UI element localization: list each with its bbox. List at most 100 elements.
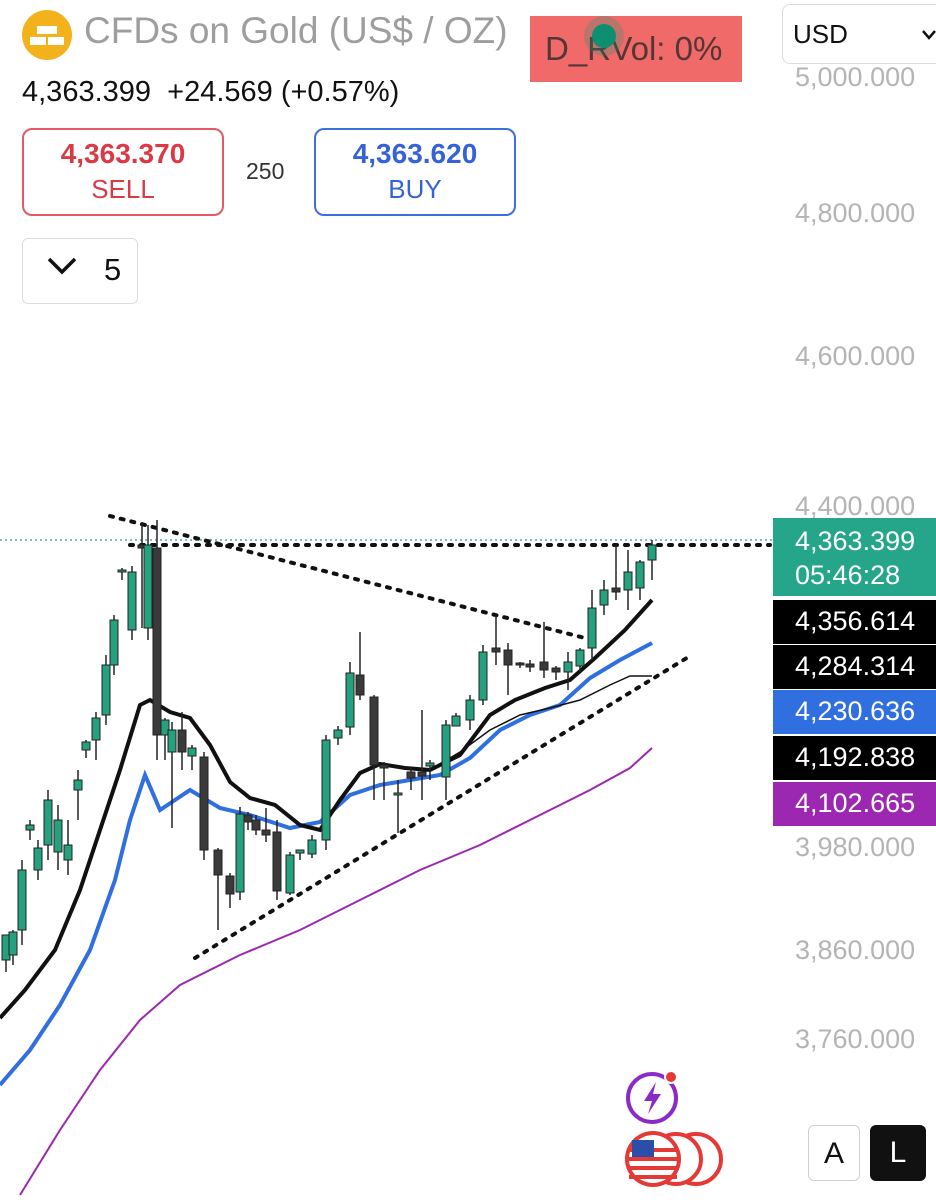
price-summary: 4,363.399 +24.569 (+0.57%) <box>22 76 399 109</box>
candle-body <box>251 819 261 831</box>
candle <box>53 805 63 870</box>
lot-size-selector[interactable] <box>22 238 138 304</box>
gold-bars-icon <box>22 10 72 60</box>
ma-blue-line <box>0 641 653 1087</box>
font-l-button[interactable]: L <box>870 1125 926 1181</box>
candle-body <box>101 664 111 716</box>
candle <box>623 550 633 610</box>
candle <box>152 520 162 760</box>
candle <box>635 560 645 600</box>
candle-body <box>623 571 633 591</box>
candle <box>393 780 403 833</box>
candle-body <box>611 587 621 593</box>
sell-price: 4,363.370 <box>60 138 186 169</box>
moving-averages <box>0 598 654 1196</box>
candle <box>345 662 355 735</box>
candle-body <box>261 829 271 836</box>
candle <box>295 849 305 860</box>
candle <box>478 645 488 705</box>
trendlines <box>0 514 773 960</box>
candle <box>43 790 53 860</box>
candle <box>81 740 91 758</box>
buy-button[interactable]: 4,363.620 BUY <box>314 128 516 216</box>
last-price: 4,363.399 <box>22 76 152 108</box>
candle-body <box>393 792 403 796</box>
candle-body <box>152 547 162 736</box>
candle-body <box>177 729 187 753</box>
candle-body <box>451 715 461 727</box>
ma-purple-line <box>19 747 653 1196</box>
candle <box>167 722 177 828</box>
y-tick: 4,800.000 <box>795 198 916 228</box>
rvol-indicator-badge[interactable] <box>530 16 742 82</box>
candle <box>307 835 317 858</box>
ma-label-2: 4,284.314 <box>773 645 936 689</box>
candle <box>611 545 621 600</box>
lightning-icon[interactable] <box>624 1068 684 1126</box>
candle-body <box>81 741 91 751</box>
candle-body <box>599 589 609 606</box>
lower-trendline <box>193 654 692 960</box>
candle <box>425 760 435 780</box>
candle <box>109 615 119 675</box>
candle-body <box>491 647 501 653</box>
candle-body <box>478 651 488 701</box>
candle-body <box>160 719 170 736</box>
candle <box>63 820 73 875</box>
candle-body <box>307 839 317 855</box>
ma-label-5: 4,102.665 <box>773 782 936 826</box>
candle <box>441 720 451 800</box>
candle-body <box>187 747 197 757</box>
candle <box>117 568 127 580</box>
currency-value: USD <box>793 19 848 49</box>
candle-body <box>25 824 35 831</box>
candle <box>285 852 295 895</box>
candle <box>563 652 573 690</box>
candle <box>243 812 253 830</box>
ma-label-4: 4,192.838 <box>773 736 936 780</box>
y-tick: 3,980.000 <box>795 832 916 862</box>
sell-button[interactable]: 4,363.370 SELL <box>22 128 224 216</box>
candle-body <box>91 717 101 741</box>
candle <box>515 662 525 668</box>
ma-label-3: 4,230.636 <box>773 690 936 734</box>
candle <box>8 930 18 965</box>
spread-value: 250 <box>246 158 285 184</box>
candle-body <box>63 844 73 861</box>
candle-body <box>635 561 645 589</box>
candle-body <box>355 674 365 696</box>
candle-body <box>73 779 83 791</box>
ma-label-1: 4,356.614 <box>773 600 936 644</box>
candle-body <box>465 699 475 721</box>
us-flag-icon[interactable] <box>620 1128 724 1194</box>
candle-body <box>167 729 177 753</box>
candle <box>235 807 245 900</box>
font-a-button[interactable]: A <box>808 1125 860 1181</box>
candle-body <box>503 649 513 666</box>
buy-price: 4,363.620 <box>352 138 478 169</box>
chevron-down-icon <box>922 30 936 40</box>
candle-body <box>425 762 435 767</box>
current-price-label: 4,363.399 05:46:28 <box>773 518 936 596</box>
candle <box>127 566 137 640</box>
candle-body <box>563 661 573 673</box>
candle-body <box>321 739 331 841</box>
candle-body <box>43 799 53 846</box>
y-tick: 4,400.000 <box>795 491 916 521</box>
candle <box>91 712 101 760</box>
candle <box>575 648 585 672</box>
candle-body <box>539 661 549 671</box>
candle-body <box>53 819 63 853</box>
upper-trendline <box>108 514 587 640</box>
candle-body <box>587 607 597 649</box>
candle <box>251 815 261 835</box>
currency-select[interactable]: USD <box>782 4 936 64</box>
buy-label: BUY <box>388 174 442 204</box>
candle-body <box>333 729 343 739</box>
candle <box>272 820 282 900</box>
y-tick: 4,600.000 <box>795 341 916 371</box>
candle-body <box>17 869 27 931</box>
candle <box>491 616 501 665</box>
candle-body <box>243 814 253 823</box>
